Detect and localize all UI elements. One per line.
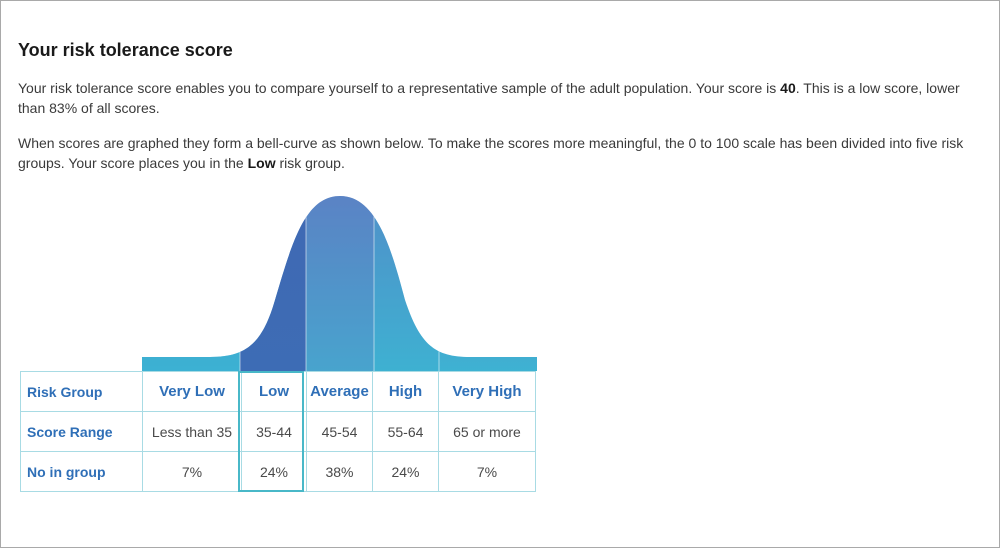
group-name-average: Average — [306, 371, 373, 412]
row-header-no-in-group: No in group — [20, 451, 143, 492]
share-average: 38% — [306, 451, 373, 492]
share-very-low: 7% — [142, 451, 242, 492]
range-very-high: 65 or more — [438, 411, 536, 452]
group-name-high: High — [372, 371, 439, 412]
group-value: Low — [247, 155, 276, 171]
table-row: No in group 7% 24% 38% 24% 7% — [20, 451, 536, 492]
share-very-high: 7% — [438, 451, 536, 492]
table-row: Score Range Less than 35 35-44 45-54 55-… — [20, 411, 536, 452]
share-low: 24% — [241, 451, 307, 492]
group-description: When scores are graphed they form a bell… — [18, 133, 978, 173]
range-very-low: Less than 35 — [142, 411, 242, 452]
page-title: Your risk tolerance score — [18, 40, 233, 60]
score-text-before: Your risk tolerance score enables you to… — [18, 80, 781, 96]
group-name-low: Low — [241, 371, 307, 412]
group-text-after: risk group. — [275, 155, 345, 171]
share-high: 24% — [372, 451, 439, 492]
group-name-very-high: Very High — [438, 371, 536, 412]
range-low: 35-44 — [241, 411, 307, 452]
range-high: 55-64 — [372, 411, 439, 452]
score-value: 40 — [780, 80, 796, 96]
risk-group-table: Risk Group Very Low Low Average High Ver… — [20, 371, 536, 492]
score-description: Your risk tolerance score enables you to… — [18, 78, 978, 118]
table-row: Risk Group Very Low Low Average High Ver… — [20, 371, 536, 412]
group-name-very-low: Very Low — [142, 371, 242, 412]
row-header-risk-group: Risk Group — [20, 371, 143, 412]
score-text-after: . This is a low score, lower than 83% of… — [18, 80, 960, 116]
group-text-before: When scores are graphed they form a bell… — [18, 135, 964, 171]
row-header-score-range: Score Range — [20, 411, 143, 452]
range-average: 45-54 — [306, 411, 373, 452]
